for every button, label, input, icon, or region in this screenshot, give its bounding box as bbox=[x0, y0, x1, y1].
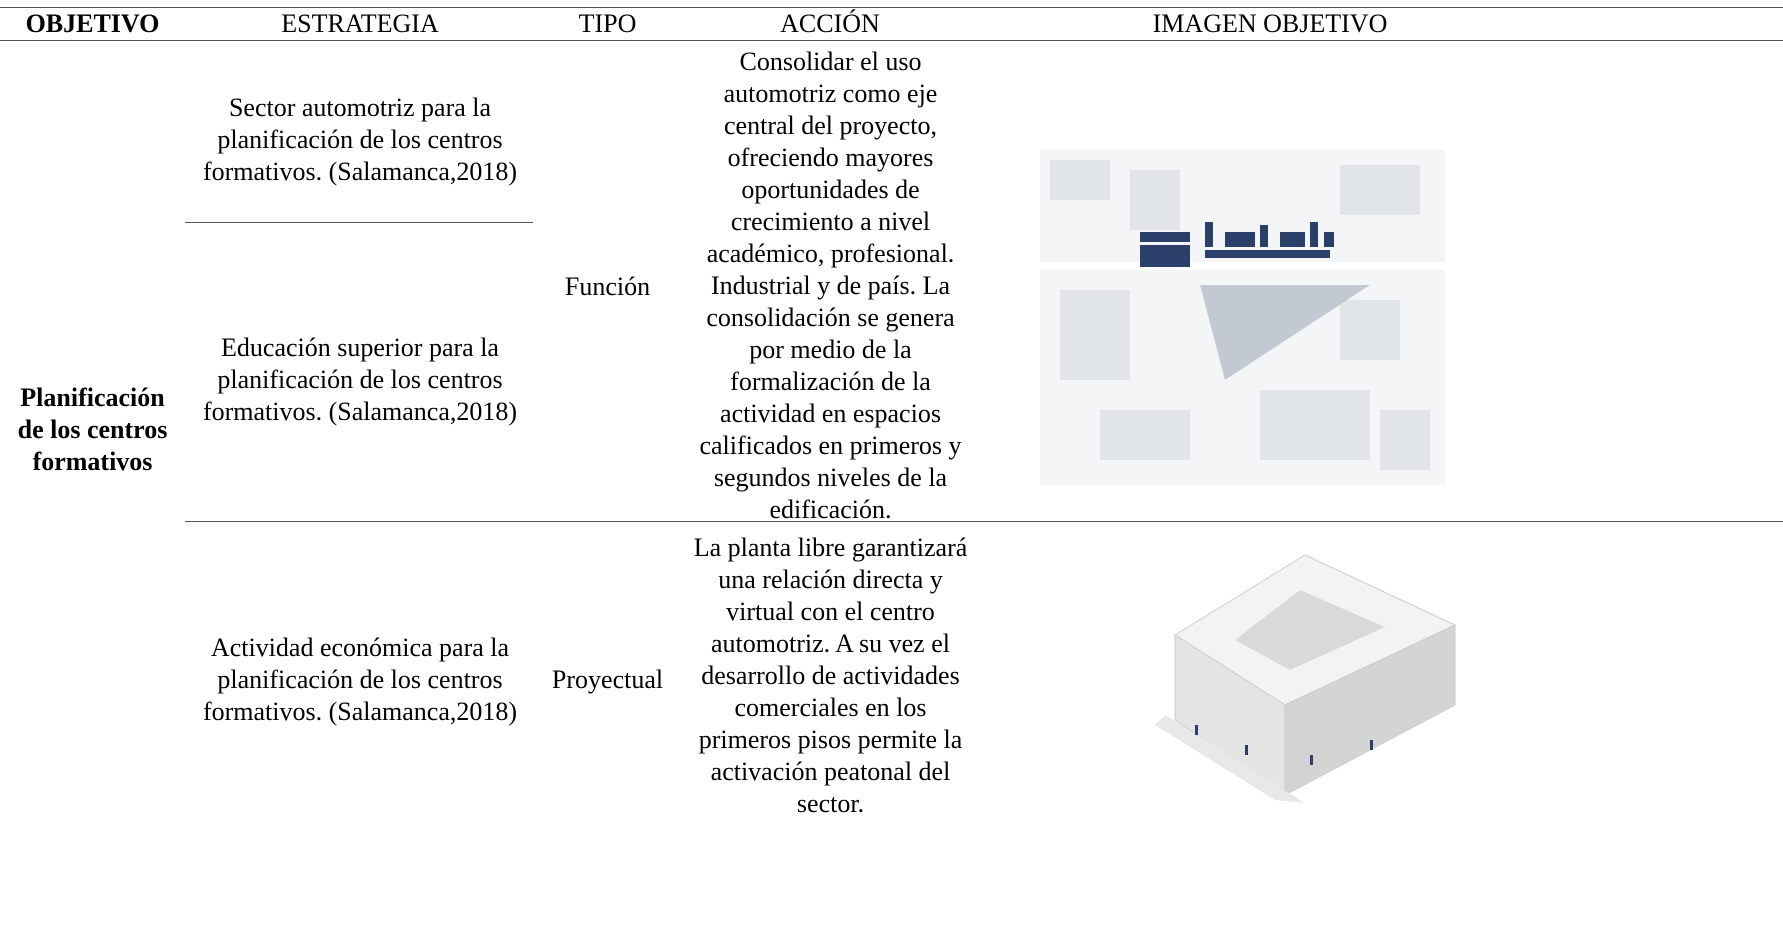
action: Consolidar el uso automotriz como eje ce… bbox=[699, 47, 962, 524]
map-image bbox=[1040, 150, 1445, 485]
header-cell: IMAGEN OBJETIVO bbox=[1152, 9, 1388, 38]
objective: Planificación de los centros formativos bbox=[17, 383, 168, 476]
header-cell: OBJETIVO bbox=[25, 9, 160, 38]
rule bbox=[185, 521, 1783, 522]
type: Proyectual bbox=[551, 665, 664, 694]
header-cell: TIPO bbox=[578, 9, 637, 38]
header-cell: ACCIÓN bbox=[780, 9, 880, 38]
strategy: Educación superior para la planificación… bbox=[202, 333, 518, 426]
header-cell: ESTRATEGIA bbox=[281, 9, 439, 38]
strategy: Actividad económica para la planificació… bbox=[202, 633, 518, 726]
rule bbox=[0, 40, 1783, 41]
rule bbox=[185, 222, 533, 223]
building-image bbox=[1155, 555, 1457, 803]
action: La planta libre garantizará una relación… bbox=[693, 533, 968, 818]
rule bbox=[0, 7, 1783, 8]
strategy: Sector automotriz para la planificación … bbox=[202, 93, 518, 186]
type: Función bbox=[564, 272, 651, 301]
